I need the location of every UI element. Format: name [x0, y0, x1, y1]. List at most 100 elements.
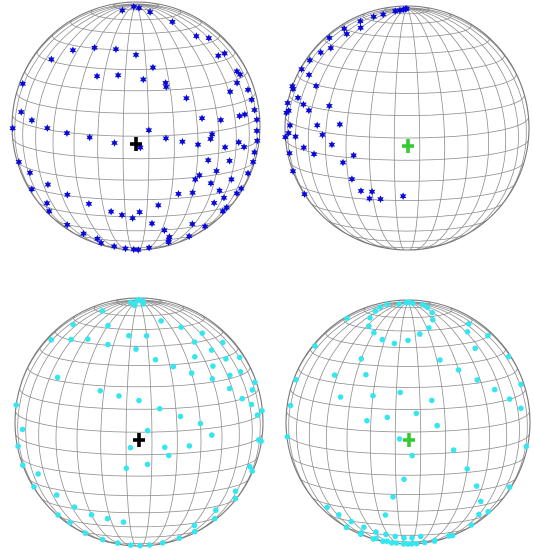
data-point: [424, 304, 431, 311]
data-point: [506, 396, 513, 402]
data-point: [169, 18, 176, 26]
data-point: [285, 129, 292, 137]
data-point: [358, 356, 365, 362]
data-point: [152, 356, 159, 363]
data-point: [162, 444, 168, 451]
parallel-line: [285, 116, 529, 139]
data-point: [478, 498, 484, 505]
data-point: [244, 169, 252, 178]
data-point: [396, 6, 404, 15]
data-point: [220, 339, 226, 346]
data-point: [422, 539, 428, 546]
data-point: [396, 301, 402, 307]
parallel-line: [73, 314, 205, 330]
parallel-line: [75, 528, 203, 538]
data-point: [358, 531, 364, 538]
data-point: [393, 540, 400, 546]
parallel-line: [72, 232, 200, 242]
data-point: [189, 188, 196, 197]
data-point: [472, 345, 479, 352]
meridian-line: [295, 7, 408, 244]
data-point: [112, 45, 120, 54]
data-point: [293, 376, 299, 383]
meridian-line: [52, 3, 137, 250]
data-point: [377, 304, 384, 311]
data-point: [17, 108, 25, 116]
data-point: [253, 136, 261, 145]
data-point: [115, 540, 121, 546]
data-point: [13, 402, 19, 408]
data-point: [120, 519, 127, 525]
data-point: [259, 407, 265, 414]
data-point: [148, 219, 156, 228]
data-point: [233, 79, 241, 87]
meridian-line: [288, 301, 409, 519]
data-point: [294, 93, 302, 102]
data-point: [208, 130, 216, 139]
data-point: [97, 239, 105, 247]
data-point: [28, 116, 36, 125]
plus-horizontal: [402, 144, 414, 148]
data-point: [145, 126, 153, 135]
data-point: [119, 6, 126, 15]
meridian-line: [135, 3, 199, 250]
parallel-line: [55, 328, 223, 347]
data-point: [193, 32, 200, 40]
sphere-grid: [14, 297, 264, 547]
data-point: [248, 401, 255, 408]
data-point: [118, 211, 126, 219]
meridian-line: [406, 7, 446, 251]
data-point: [240, 143, 248, 151]
data-point: [111, 139, 118, 147]
meridian-line: [369, 301, 409, 545]
parallel-line: [289, 161, 525, 182]
data-point: [19, 79, 27, 88]
data-point: [339, 158, 347, 167]
data-point: [55, 512, 61, 518]
data-point: [344, 315, 350, 322]
data-point: [175, 190, 182, 198]
parallel-line: [285, 139, 529, 161]
parallel-line: [290, 455, 526, 476]
data-point: [35, 471, 41, 477]
data-point: [328, 140, 336, 149]
data-point: [373, 529, 379, 535]
data-point: [255, 437, 262, 443]
meridian-line: [73, 3, 137, 250]
data-point: [212, 515, 218, 522]
data-point: [336, 120, 344, 129]
data-point: [209, 432, 215, 438]
meridian-line: [17, 299, 140, 520]
parallel-line: [57, 514, 221, 528]
data-point: [213, 167, 220, 175]
data-point: [292, 132, 299, 141]
meridian-line: [393, 7, 408, 251]
data-point: [210, 199, 218, 207]
meridian-line: [406, 7, 527, 225]
data-point: [191, 339, 198, 345]
meridian-line: [407, 301, 490, 544]
sphere-grid: [11, 1, 261, 251]
meridian-line: [55, 299, 140, 546]
data-point: [396, 436, 403, 442]
data-point: [357, 17, 364, 25]
data-point: [383, 531, 389, 538]
data-point: [466, 321, 472, 327]
data-point: [305, 106, 313, 115]
data-point: [252, 379, 258, 386]
parallel-line: [19, 456, 259, 477]
data-point: [97, 388, 104, 394]
data-point: [129, 214, 136, 222]
data-point: [380, 538, 386, 545]
data-point: [449, 532, 456, 539]
meridian-line: [138, 299, 153, 547]
data-point: [434, 422, 441, 429]
point-set: [13, 297, 265, 549]
data-point: [408, 541, 415, 547]
data-point: [9, 124, 16, 133]
data-point: [146, 542, 153, 548]
data-point: [199, 330, 206, 337]
data-point: [48, 55, 55, 64]
point-set: [282, 4, 410, 203]
point-set: [9, 2, 261, 254]
